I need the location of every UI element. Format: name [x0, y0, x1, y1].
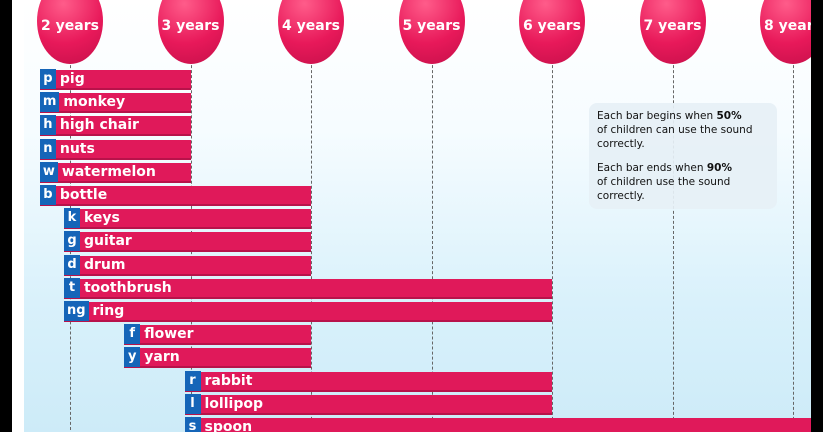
- grid-line-4: [311, 40, 312, 432]
- bar-label: bottle: [59, 187, 108, 203]
- bar-rabbit: r rabbit: [184, 370, 552, 392]
- tick-label-4: 4 years: [278, 0, 344, 64]
- bar-label: yarn: [144, 349, 180, 366]
- bar-label: flower: [144, 326, 194, 343]
- note-begin-prefix: Each bar begins when: [597, 110, 717, 122]
- bar-ring: ng ring: [63, 301, 552, 322]
- note-end-bold: 90%: [706, 162, 733, 174]
- sound-tag: d: [63, 254, 80, 275]
- note-end-prefix: Each bar ends when: [597, 162, 707, 174]
- tick-label-5: 5 years: [398, 0, 465, 64]
- bar-label: toothbrush: [83, 279, 172, 296]
- grid-line-8: [793, 40, 794, 432]
- tick-label-2: 2 years: [37, 0, 103, 64]
- bar-bottle: b bottle: [39, 185, 311, 206]
- sound-tag: f: [124, 324, 141, 345]
- tick-label-7: 7 years: [639, 0, 706, 64]
- sound-tag: p: [39, 69, 56, 89]
- legend-note: Each bar begins when 50% of children can…: [589, 103, 777, 209]
- bar-pig: p pig: [39, 69, 191, 90]
- sound-tag: l: [184, 393, 201, 414]
- bar-label: ring: [92, 303, 125, 319]
- bar-watermelon: w watermelon: [39, 161, 191, 183]
- sound-tag: r: [184, 370, 201, 391]
- sound-tag: g: [63, 231, 80, 252]
- tick-label-3: 3 years: [157, 0, 224, 64]
- chart-frame: 2 years 3 years 4 years 5 years 6 years 7 yea…: [12, 0, 811, 432]
- chart-panel: 2 years 3 years 4 years 5 years 6 years 7 yea…: [24, 0, 811, 432]
- bar-guitar: g guitar: [63, 231, 311, 253]
- bar-toothbrush: t toothbrush: [63, 277, 552, 299]
- sound-tag: b: [39, 185, 56, 205]
- bar-label: drum: [83, 256, 126, 273]
- sound-tag: w: [39, 161, 58, 182]
- bar-monkey: m monkey: [39, 92, 191, 114]
- bar-lollipop: l lollipop: [184, 393, 552, 415]
- bar-label: lollipop: [204, 395, 263, 412]
- sound-tag: k: [63, 208, 80, 229]
- note-begin-suffix: of children can use the sound correctly.: [597, 124, 753, 150]
- bar-drum: d drum: [63, 254, 311, 276]
- bar-label: guitar: [83, 233, 132, 250]
- sound-tag: h: [39, 115, 56, 136]
- bar-flower: f flower: [124, 324, 311, 346]
- tick-label-6: 6 years: [519, 0, 585, 64]
- note-begin-bold: 50%: [716, 110, 742, 122]
- sound-tag: s: [184, 417, 201, 432]
- bar-label: rabbit: [204, 372, 253, 389]
- bar-label: nuts: [59, 140, 95, 157]
- bar-label: spoon: [204, 419, 253, 432]
- note-end: Each bar ends when 90% of children use t…: [597, 161, 769, 203]
- bar-nuts: n nuts: [39, 138, 191, 160]
- sound-tag: y: [124, 347, 141, 368]
- sound-tag: n: [39, 138, 56, 159]
- bar-keys: k keys: [63, 208, 311, 230]
- bar-label: high chair: [59, 117, 139, 134]
- grid-line-6: [552, 40, 553, 432]
- note-end-suffix: of children use the sound correctly.: [597, 176, 731, 202]
- bar-spoon: s spoon: [184, 417, 811, 432]
- sound-tag: ng: [63, 301, 89, 321]
- bar-high-chair: h high chair: [39, 115, 191, 137]
- grid-line-5: [431, 40, 433, 432]
- note-begin: Each bar begins when 50% of children can…: [597, 109, 769, 151]
- sound-tag: t: [63, 277, 80, 298]
- bar-label: watermelon: [61, 163, 156, 180]
- bar-label: keys: [83, 210, 120, 227]
- grid-line-7: [672, 40, 674, 432]
- sound-tag: m: [39, 92, 60, 113]
- bar-yarn: y yarn: [124, 347, 311, 369]
- tick-label-8: 8 years: [760, 0, 811, 64]
- bar-label: pig: [59, 71, 85, 87]
- bar-label: monkey: [63, 94, 126, 111]
